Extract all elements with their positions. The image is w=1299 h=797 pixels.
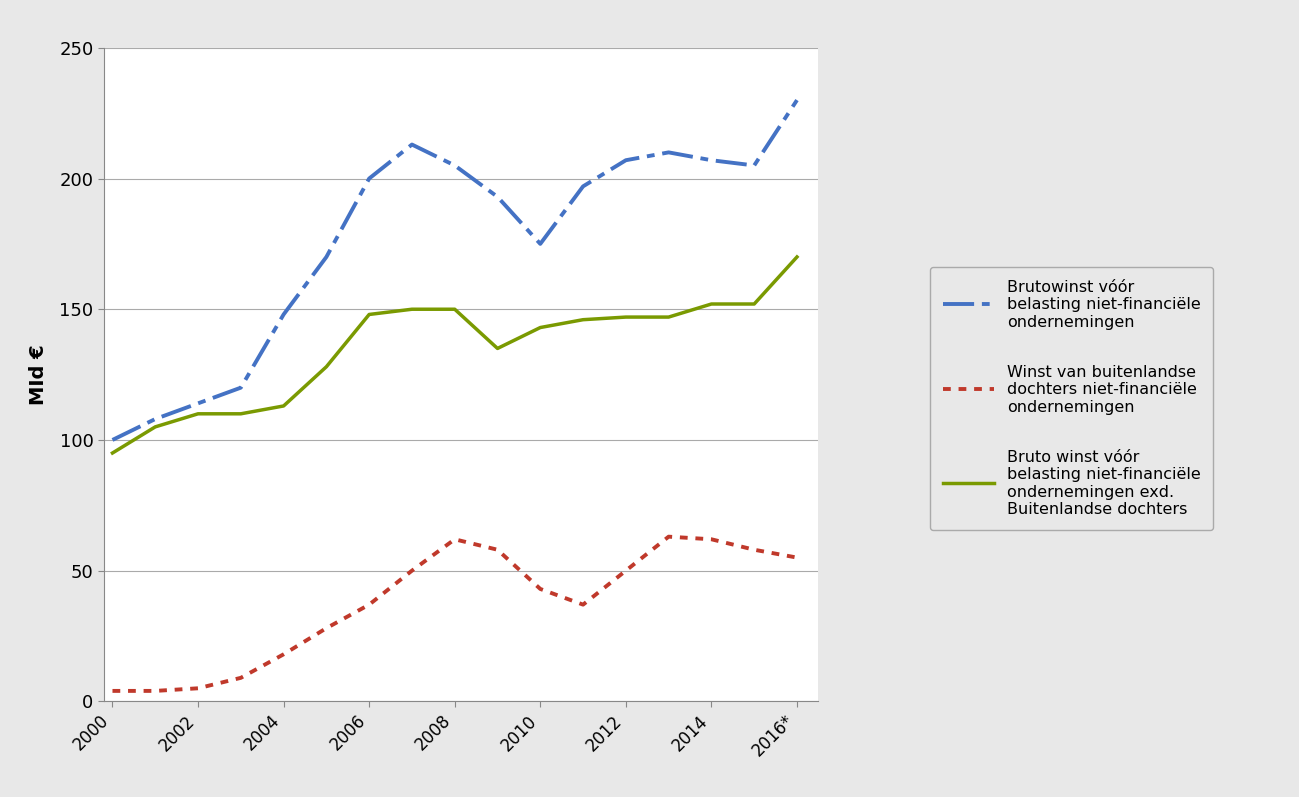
Y-axis label: MId €: MId €	[29, 344, 48, 405]
Legend: Brutowinst vóór
belasting niet-financiële
ondernemingen, Winst van buitenlandse
: Brutowinst vóór belasting niet-financiël…	[930, 267, 1213, 530]
